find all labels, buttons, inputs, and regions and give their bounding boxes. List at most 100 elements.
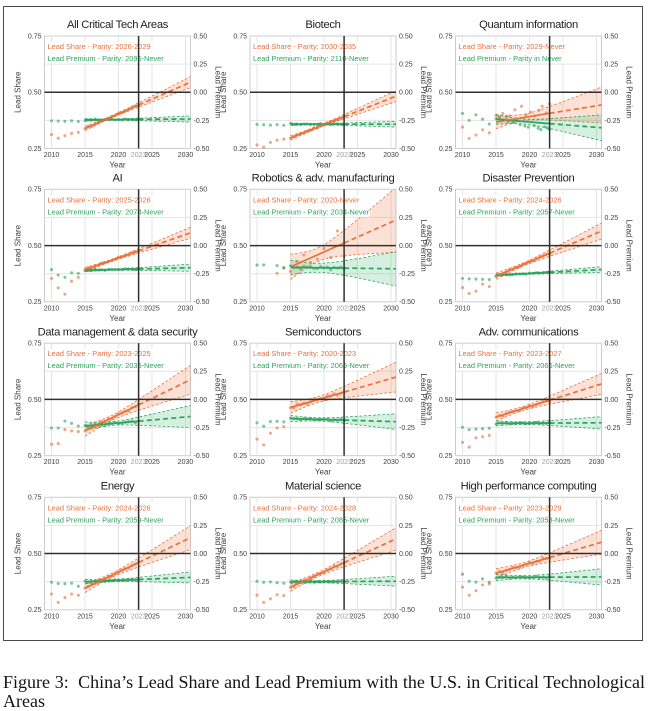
svg-text:2015: 2015 (283, 613, 299, 620)
svg-text:2030: 2030 (178, 459, 194, 466)
svg-text:2025: 2025 (555, 305, 571, 312)
svg-text:-0.25: -0.25 (194, 271, 210, 278)
svg-text:0.50: 0.50 (194, 33, 208, 40)
svg-text:2010: 2010 (455, 613, 471, 620)
svg-text:2023: 2023 (542, 459, 558, 466)
svg-text:Lead Share - Parity: 2025-2026: Lead Share - Parity: 2025-2026 (48, 195, 151, 204)
svg-text:0.50: 0.50 (194, 341, 208, 348)
svg-text:0.50: 0.50 (233, 243, 247, 250)
svg-text:Lead Share: Lead Share (425, 532, 434, 574)
svg-text:2023: 2023 (131, 152, 147, 159)
svg-text:-0.25: -0.25 (194, 579, 210, 586)
svg-text:2020: 2020 (316, 305, 332, 312)
svg-text:2023: 2023 (336, 305, 352, 312)
svg-text:2030: 2030 (178, 152, 194, 159)
svg-text:-0.25: -0.25 (605, 118, 621, 125)
svg-text:Lead Premium - Parity: 2058-Ne: Lead Premium - Parity: 2058-Never (459, 515, 576, 524)
svg-text:Lead Share: Lead Share (14, 378, 23, 420)
svg-text:0.25: 0.25 (439, 453, 453, 460)
svg-text:-0.25: -0.25 (399, 579, 415, 586)
svg-text:Biotech: Biotech (305, 19, 340, 31)
svg-text:0.25: 0.25 (233, 453, 247, 460)
svg-text:0.25: 0.25 (28, 146, 42, 153)
svg-text:2015: 2015 (77, 613, 93, 620)
svg-text:Year: Year (520, 314, 537, 323)
svg-text:0.25: 0.25 (28, 299, 42, 306)
svg-text:2025: 2025 (144, 152, 160, 159)
svg-text:Lead Premium - Parity: 2110-Ne: Lead Premium - Parity: 2110-Never (253, 54, 369, 63)
svg-text:0.50: 0.50 (399, 495, 413, 502)
svg-text:Lead Premium: Lead Premium (625, 527, 634, 579)
svg-text:2025: 2025 (555, 613, 571, 620)
svg-text:0.00: 0.00 (605, 243, 619, 250)
svg-text:Data management & data securit: Data management & data security (38, 326, 199, 338)
svg-text:2025: 2025 (350, 152, 366, 159)
svg-text:2010: 2010 (44, 305, 60, 312)
svg-text:2025: 2025 (555, 459, 571, 466)
svg-text:0.50: 0.50 (28, 90, 42, 97)
svg-text:0.25: 0.25 (439, 299, 453, 306)
svg-text:2020: 2020 (111, 305, 127, 312)
svg-text:0.25: 0.25 (194, 369, 208, 376)
svg-text:0.25: 0.25 (399, 369, 413, 376)
svg-text:0.50: 0.50 (439, 551, 453, 558)
svg-text:2015: 2015 (488, 305, 504, 312)
svg-text:Robotics & adv. manufacturing: Robotics & adv. manufacturing (252, 173, 395, 185)
svg-text:Energy: Energy (101, 481, 135, 493)
svg-text:Lead Share: Lead Share (219, 224, 228, 266)
svg-text:0.50: 0.50 (399, 341, 413, 348)
svg-text:0.25: 0.25 (399, 215, 413, 222)
svg-text:0.00: 0.00 (194, 551, 208, 558)
svg-text:Lead Share: Lead Share (14, 224, 23, 266)
svg-text:2015: 2015 (77, 152, 93, 159)
svg-text:Lead Premium - Parity: 2057-Ne: Lead Premium - Parity: 2057-Never (459, 207, 576, 216)
svg-text:-0.50: -0.50 (194, 607, 210, 614)
svg-text:0.50: 0.50 (605, 495, 619, 502)
svg-text:0.00: 0.00 (605, 551, 619, 558)
svg-text:0.25: 0.25 (439, 607, 453, 614)
svg-text:2025: 2025 (350, 459, 366, 466)
svg-text:-0.25: -0.25 (605, 579, 621, 586)
svg-text:2023: 2023 (336, 152, 352, 159)
svg-text:Lead Premium - Parity in Never: Lead Premium - Parity in Never (459, 54, 563, 63)
svg-text:2015: 2015 (488, 613, 504, 620)
svg-text:0.50: 0.50 (194, 495, 208, 502)
svg-text:0.25: 0.25 (194, 215, 208, 222)
svg-text:Lead Share - Parity: 2020-2023: Lead Share - Parity: 2020-2023 (253, 349, 356, 358)
svg-text:Year: Year (109, 161, 126, 170)
svg-text:2015: 2015 (283, 305, 299, 312)
svg-text:-0.25: -0.25 (605, 425, 621, 432)
svg-text:Year: Year (520, 622, 537, 631)
svg-text:0.25: 0.25 (233, 146, 247, 153)
svg-text:-0.50: -0.50 (194, 146, 210, 153)
svg-text:2025: 2025 (144, 305, 160, 312)
svg-text:0.50: 0.50 (439, 397, 453, 404)
svg-text:2015: 2015 (77, 459, 93, 466)
svg-text:2030: 2030 (383, 459, 399, 466)
svg-text:0.00: 0.00 (194, 90, 208, 97)
svg-text:2030: 2030 (589, 613, 605, 620)
svg-text:0.50: 0.50 (233, 397, 247, 404)
svg-text:Lead Premium: Lead Premium (625, 373, 634, 425)
svg-text:-0.25: -0.25 (194, 425, 210, 432)
svg-text:-0.50: -0.50 (399, 453, 415, 460)
svg-text:2020: 2020 (522, 459, 538, 466)
svg-text:Lead Share - Parity: 2023-2027: Lead Share - Parity: 2023-2027 (459, 349, 562, 358)
svg-text:Lead Share - Parity: 2026-2029: Lead Share - Parity: 2026-2029 (48, 42, 151, 51)
svg-text:2023: 2023 (131, 613, 147, 620)
svg-text:2025: 2025 (144, 459, 160, 466)
svg-text:Year: Year (315, 622, 332, 631)
svg-text:2030: 2030 (383, 305, 399, 312)
svg-text:0.50: 0.50 (28, 551, 42, 558)
svg-text:Adv. communications: Adv. communications (479, 326, 580, 338)
svg-text:0.75: 0.75 (28, 187, 42, 194)
svg-text:Lead Share - Parity: 2023-2025: Lead Share - Parity: 2023-2025 (48, 349, 151, 358)
svg-text:2015: 2015 (77, 305, 93, 312)
svg-text:Year: Year (520, 468, 537, 477)
svg-text:0.50: 0.50 (605, 341, 619, 348)
svg-text:0.50: 0.50 (439, 243, 453, 250)
svg-text:2015: 2015 (283, 459, 299, 466)
svg-text:0.75: 0.75 (439, 341, 453, 348)
svg-text:Year: Year (315, 468, 332, 477)
svg-text:0.50: 0.50 (605, 33, 619, 40)
